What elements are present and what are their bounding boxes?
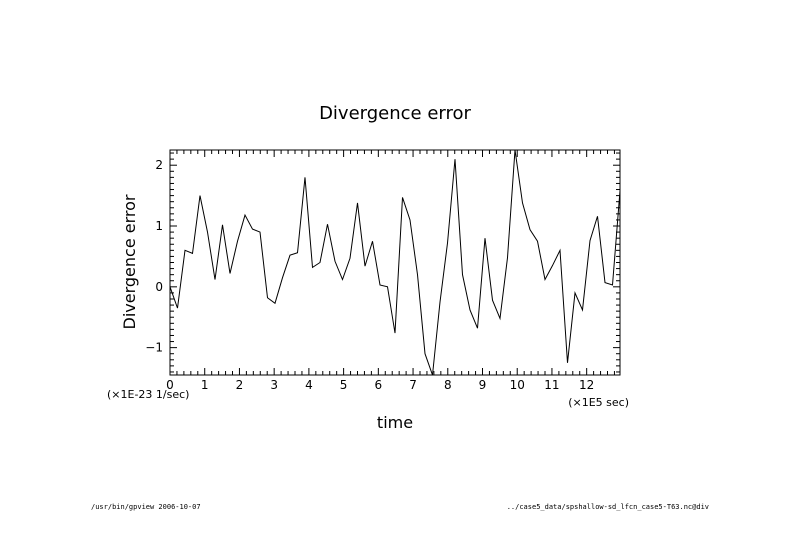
y-tick-label: 0 xyxy=(155,280,163,294)
x-axis: 0 1 2 3 4 5 6 7 8 9 10 11 12 xyxy=(166,150,615,392)
x-tick-label: 3 xyxy=(270,378,278,392)
x-tick-label: 0 xyxy=(166,378,174,392)
x-tick-label: 7 xyxy=(409,378,417,392)
x-axis-title: time xyxy=(377,413,413,432)
y-tick-label: 1 xyxy=(155,219,163,233)
y-multiplier-label: (×1E-23 1/sec) xyxy=(107,388,189,401)
footer-right: ../case5_data/spshallow-sd_lfcn_case5-T6… xyxy=(507,503,709,511)
x-multiplier-label: (×1E5 sec) xyxy=(568,396,629,409)
y-tick-label: 2 xyxy=(155,158,163,172)
plot-frame xyxy=(169,149,621,376)
series-line xyxy=(170,150,620,375)
x-tick-label: 8 xyxy=(444,378,452,392)
x-tick-label: 9 xyxy=(479,378,487,392)
x-tick-label: 12 xyxy=(579,378,594,392)
x-tick-label: 11 xyxy=(544,378,559,392)
x-tick-label: 10 xyxy=(510,378,525,392)
chart-title: Divergence error xyxy=(319,103,471,124)
x-tick-label: 6 xyxy=(375,378,383,392)
y-axis: −1 0 1 2 xyxy=(145,152,620,373)
x-tick-label: 1 xyxy=(201,378,209,392)
footer-left: /usr/bin/gpview 2006-10-07 xyxy=(91,503,201,511)
x-tick-label: 4 xyxy=(305,378,313,392)
x-tick-label: 2 xyxy=(236,378,244,392)
x-tick-label: 5 xyxy=(340,378,348,392)
y-axis-title: Divergence error xyxy=(120,194,139,329)
y-tick-label: −1 xyxy=(145,341,163,355)
